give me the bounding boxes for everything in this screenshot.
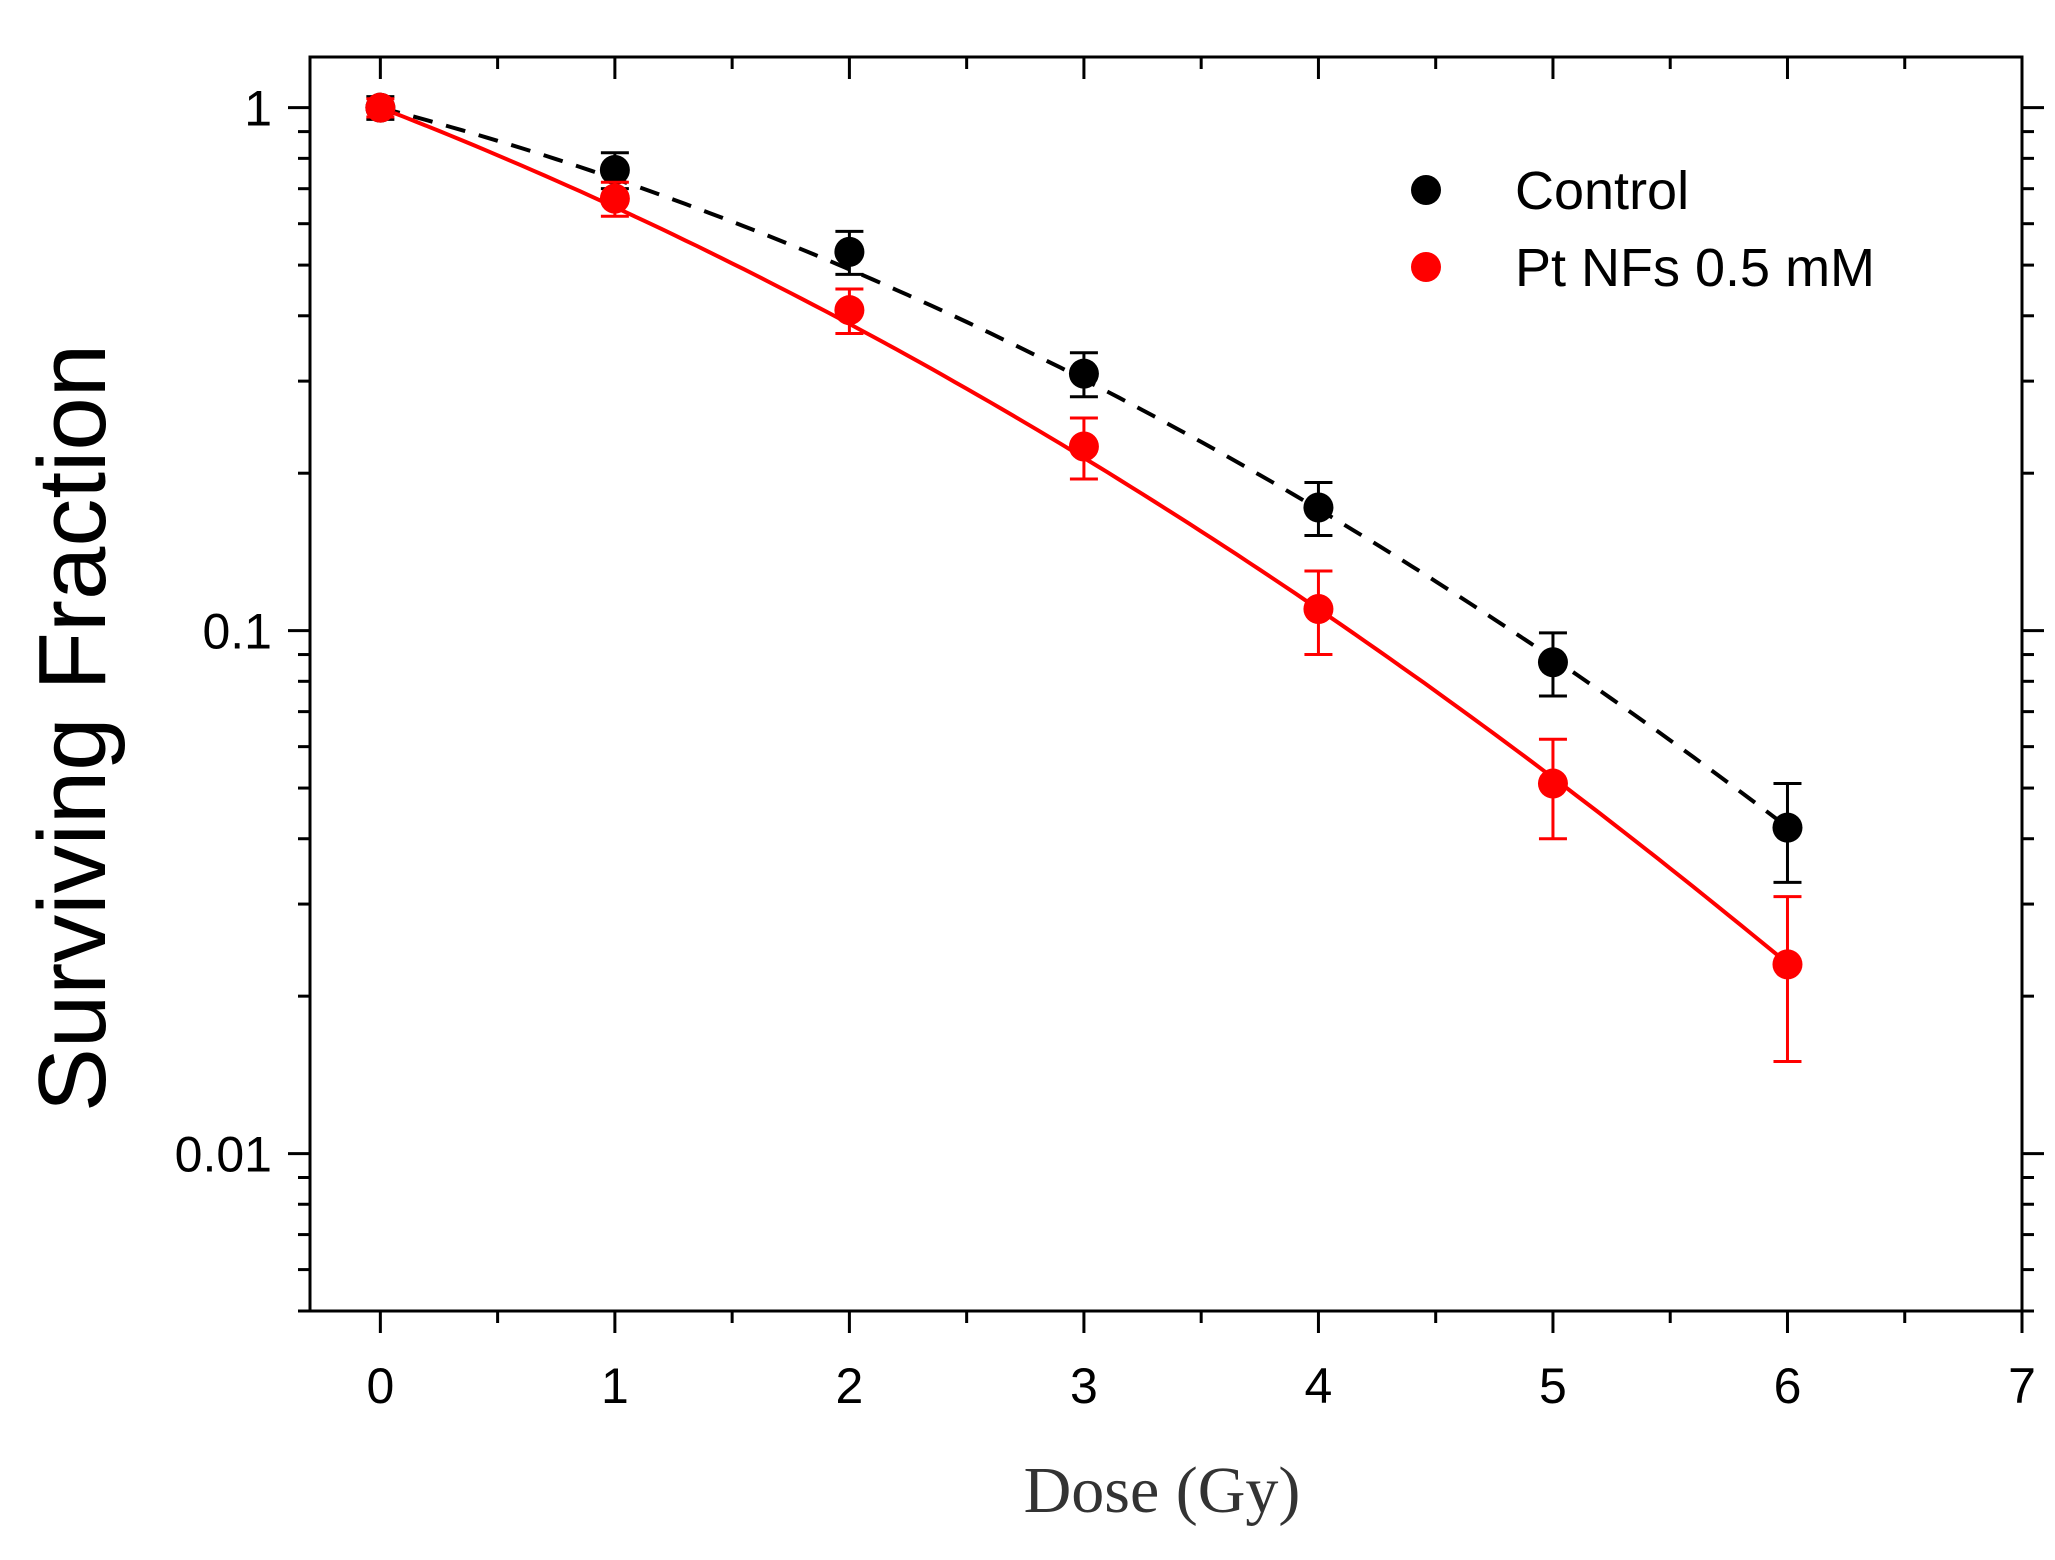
- legend-label-pt-nfs: Pt NFs 0.5 mM: [1515, 238, 1875, 298]
- x-tick-label: 1: [601, 1358, 629, 1414]
- data-point-series-1: [1772, 949, 1803, 980]
- data-point-series-0: [834, 236, 865, 267]
- legend: Control Pt NFs 0.5 mM: [1411, 161, 1875, 298]
- x-axis-title: Dose (Gy): [1024, 1454, 1301, 1527]
- data-point-series-0: [1303, 492, 1334, 523]
- legend-item-pt-nfs: Pt NFs 0.5 mM: [1411, 238, 1875, 298]
- legend-label-control: Control: [1515, 161, 1689, 221]
- plot-frame: [308, 55, 2024, 1313]
- x-tick-label: 3: [1070, 1358, 1098, 1414]
- x-tick-label: 7: [2008, 1358, 2036, 1414]
- data-point-series-0: [1772, 812, 1803, 843]
- x-tick-label: 5: [1539, 1358, 1567, 1414]
- y-tick-label: 1: [244, 81, 272, 137]
- axis-labels: 0 1 2 3 4 5 6 7 1 0.1 0.01: [175, 81, 2036, 1414]
- data-point-series-1: [1068, 431, 1099, 462]
- data-point-series-1: [599, 183, 630, 214]
- x-tick-label: 6: [1774, 1358, 1802, 1414]
- data-point-series-0: [1068, 358, 1099, 389]
- fit-lines: [379, 105, 1789, 965]
- legend-marker-pt-nfs: [1411, 252, 1441, 282]
- axes: [288, 55, 2044, 1333]
- data-point-series-1: [834, 295, 865, 326]
- data-point-series-1: [1303, 593, 1334, 624]
- y-tick-label: 0.1: [202, 604, 272, 660]
- x-tick-label: 2: [835, 1358, 863, 1414]
- data-point-series-0: [1537, 647, 1568, 678]
- data-point-series-0: [599, 155, 630, 186]
- legend-marker-control: [1411, 175, 1441, 205]
- data-points: [365, 92, 1803, 1063]
- x-tick-label: 0: [366, 1358, 394, 1414]
- y-axis-title: Surviving Fraction: [19, 344, 126, 1112]
- data-point-series-1: [365, 92, 396, 123]
- y-tick-label: 0.01: [175, 1127, 272, 1183]
- legend-item-control: Control: [1411, 161, 1689, 221]
- data-point-series-1: [1537, 768, 1568, 799]
- fit-line-series-1: [379, 105, 1789, 965]
- x-tick-label: 4: [1305, 1358, 1333, 1414]
